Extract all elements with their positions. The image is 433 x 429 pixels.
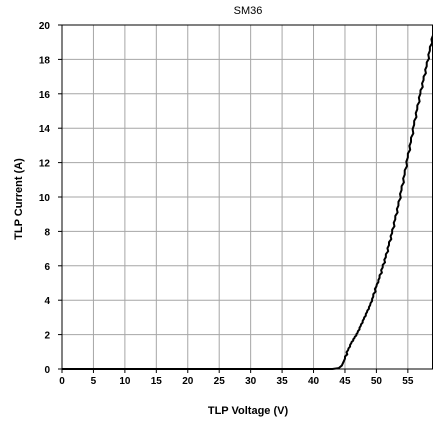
series-line (62, 34, 433, 370)
y-tick-label: 16 (39, 90, 51, 101)
y-tick-label: 6 (44, 262, 50, 273)
x-tick-label: 5 (91, 376, 97, 387)
y-tick-label: 4 (44, 296, 50, 307)
y-tick-label: 12 (39, 159, 51, 170)
grid (62, 25, 433, 369)
y-tick-label: 8 (44, 227, 50, 238)
x-tick-label: 35 (277, 376, 289, 387)
x-tick-label: 0 (59, 376, 65, 387)
x-tick-label: 20 (182, 376, 194, 387)
series-layer (62, 34, 433, 370)
chart-title: SM36 (234, 5, 263, 17)
x-tick-label: 30 (245, 376, 257, 387)
y-tick-label: 10 (39, 193, 51, 204)
x-axis-title: TLP Voltage (V) (208, 405, 289, 417)
x-tick-label: 15 (151, 376, 163, 387)
y-tick-label: 20 (39, 21, 51, 32)
x-tick-label: 10 (119, 376, 131, 387)
y-tick-label: 18 (39, 55, 51, 66)
y-tick-label: 2 (44, 331, 50, 342)
x-tick-label: 45 (339, 376, 351, 387)
x-tick-label: 50 (371, 376, 383, 387)
y-axis-title: TLP Current (A) (13, 158, 25, 240)
y-tick-label: 0 (44, 365, 50, 376)
x-tick-label: 40 (308, 376, 320, 387)
x-tick-label: 25 (214, 376, 226, 387)
y-tick-label: 14 (39, 124, 51, 135)
x-tick-label: 55 (402, 376, 414, 387)
